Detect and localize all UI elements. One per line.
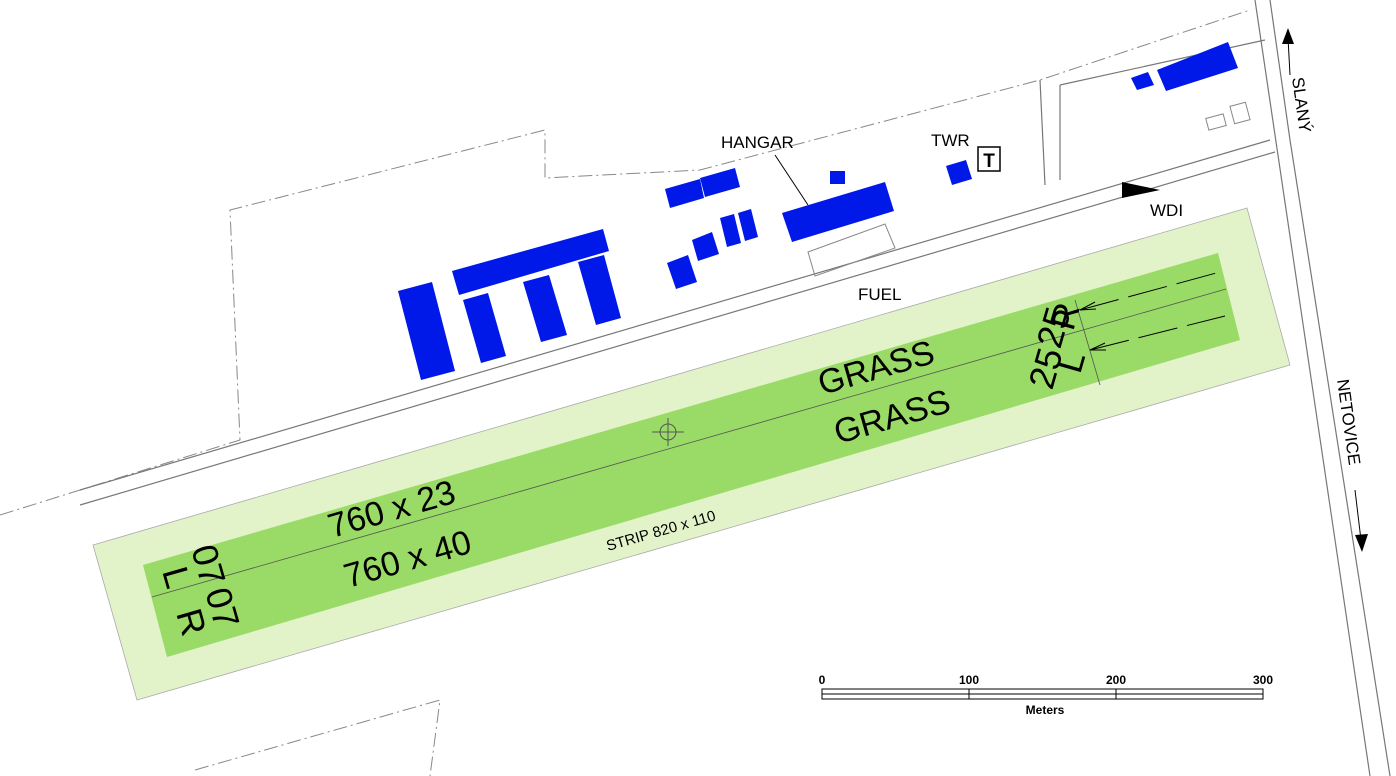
hangar-building [782,182,894,242]
scale-tick-0: 0 [819,673,826,687]
label-fuel: FUEL [858,285,901,304]
road-east-east-edge [1269,0,1391,776]
aerodrome-reference-point [652,418,684,446]
arrow-north-line [1079,271,1221,311]
arrow-north-head [1079,301,1097,311]
arrow-south-line [1089,315,1226,351]
road-apron-north [79,139,1271,491]
building-4 [523,275,567,342]
building-12 [830,171,845,184]
building-7 [692,232,719,261]
roads [79,0,1391,776]
shed-2 [1229,101,1251,125]
building-5 [578,255,621,325]
label-wdi: WDI [1150,201,1183,220]
boundary-south [194,699,441,776]
threshold-arrows [1079,271,1226,351]
scale-bar: 0 100 200 300 Meters [819,673,1274,717]
tower-symbol: T [983,151,995,172]
label-twr: TWR [931,131,970,150]
label-hangar: HANGAR [721,133,794,152]
scale-tick-200: 200 [1106,673,1126,687]
runway-divider [151,288,1227,598]
road-apron-south [79,151,1276,506]
scale-unit: Meters [1026,703,1065,717]
apron-outlines [807,101,1251,277]
road-east-west-edge [1254,0,1371,776]
fuel-area [807,223,896,277]
buildings [398,42,1238,380]
boundary-lines [0,9,1251,776]
building-2 [452,229,609,295]
runway-threshold-25 [1074,299,1101,386]
building-9 [738,209,758,241]
shed-1 [1205,113,1227,131]
building-1 [398,282,455,380]
scale-tick-300: 300 [1253,673,1273,687]
building-8 [720,214,741,247]
road-spur [1039,39,1266,186]
building-10 [665,179,704,208]
runway-surface [143,253,1240,657]
scale-tick-100: 100 [959,673,979,687]
svg-text:SLANÝ: SLANÝ [1288,76,1315,134]
wind-direction-indicator [1122,182,1160,198]
building-6 [667,255,697,289]
building-11 [700,168,740,197]
building-3 [463,293,506,363]
hangar-leader [774,154,809,206]
building-13 [1131,72,1154,90]
tower-symbol-box [977,146,1001,172]
tower-building [946,160,972,185]
boundary-north [0,9,1251,516]
arrow-south-head [1089,342,1106,351]
svg-text:NETOVICE: NETOVICE [1333,378,1364,466]
arrow-down-icon [1355,534,1368,552]
building-14 [1157,42,1238,91]
arrow-up-icon [1282,28,1294,44]
